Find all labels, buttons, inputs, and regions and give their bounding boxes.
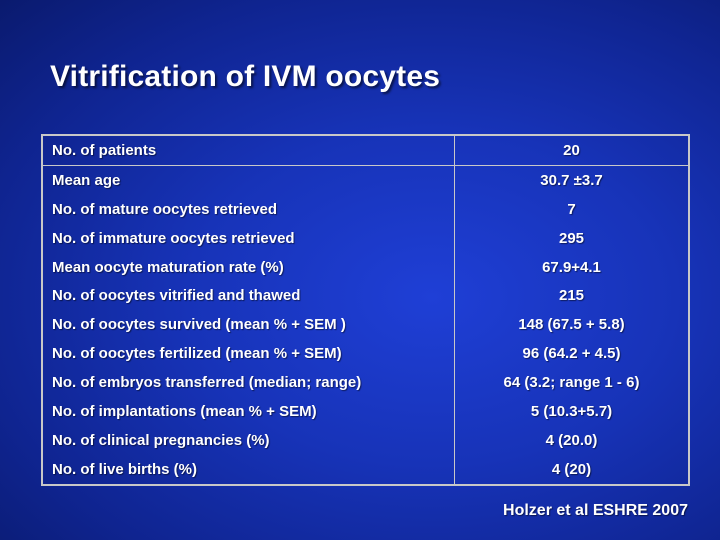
table-row: No. of implantations (mean % + SEM) 5 (1… bbox=[42, 397, 689, 426]
row-label: No. of mature oocytes retrieved bbox=[42, 194, 455, 224]
table-row: No. of oocytes fertilized (mean % + SEM)… bbox=[42, 339, 689, 369]
table-row: No. of mature oocytes retrieved 7 bbox=[42, 194, 689, 224]
row-label: No. of patients bbox=[42, 135, 455, 166]
table-row: No. of clinical pregnancies (%) 4 (20.0) bbox=[42, 425, 689, 455]
row-value: 215 bbox=[558, 287, 585, 305]
row-label: No. of implantations (mean % + SEM) bbox=[42, 397, 455, 426]
row-label: Mean oocyte maturation rate (%) bbox=[42, 252, 455, 282]
row-value: 5 (10.3+5.7) bbox=[530, 402, 613, 420]
results-table: No. of patients 20 Mean age 30.7 ±3.7 No… bbox=[41, 134, 690, 486]
row-label: No. of embryos transferred (median; rang… bbox=[42, 368, 455, 398]
row-value: 20 bbox=[454, 135, 689, 166]
row-label: No. of oocytes vitrified and thawed bbox=[42, 281, 455, 311]
slide-title: Vitrification of IVM oocytes bbox=[50, 60, 441, 93]
table-row: Mean age 30.7 ±3.7 bbox=[42, 165, 689, 195]
row-label: No. of immature oocytes retrieved bbox=[42, 223, 455, 253]
row-value: 7 bbox=[567, 200, 576, 218]
table-row: No. of embryos transferred (median; rang… bbox=[42, 368, 689, 398]
table-row: No. of oocytes survived (mean % + SEM ) … bbox=[42, 310, 689, 340]
table-row: Mean oocyte maturation rate (%) 67.9+4.1 bbox=[42, 252, 689, 282]
row-value: 30.7 ±3.7 bbox=[540, 171, 603, 189]
row-label: Mean age bbox=[42, 165, 455, 195]
table-row: No. of oocytes vitrified and thawed 215 bbox=[42, 281, 689, 311]
row-value: 96 (64.2 + 4.5) bbox=[522, 345, 621, 363]
row-value: 4 (20.0) bbox=[545, 431, 598, 449]
citation: Holzer et al ESHRE 2007 bbox=[503, 502, 688, 519]
row-value: 64 (3.2; range 1 - 6) bbox=[503, 374, 640, 392]
row-label: No. of live births (%) bbox=[42, 454, 455, 485]
row-value: 295 bbox=[558, 229, 585, 247]
table-row: No. of immature oocytes retrieved 295 bbox=[42, 223, 689, 253]
row-label: No. of oocytes survived (mean % + SEM ) bbox=[42, 310, 455, 340]
table-row: No. of live births (%) 4 (20) bbox=[42, 454, 689, 485]
row-label: No. of clinical pregnancies (%) bbox=[42, 425, 455, 455]
row-value: 4 (20) bbox=[551, 460, 592, 478]
row-value: 148 (67.5 + 5.8) bbox=[518, 316, 625, 334]
row-label: No. of oocytes fertilized (mean % + SEM) bbox=[42, 339, 455, 369]
row-value: 67.9+4.1 bbox=[542, 258, 601, 276]
table-row: No. of patients 20 bbox=[42, 135, 689, 166]
